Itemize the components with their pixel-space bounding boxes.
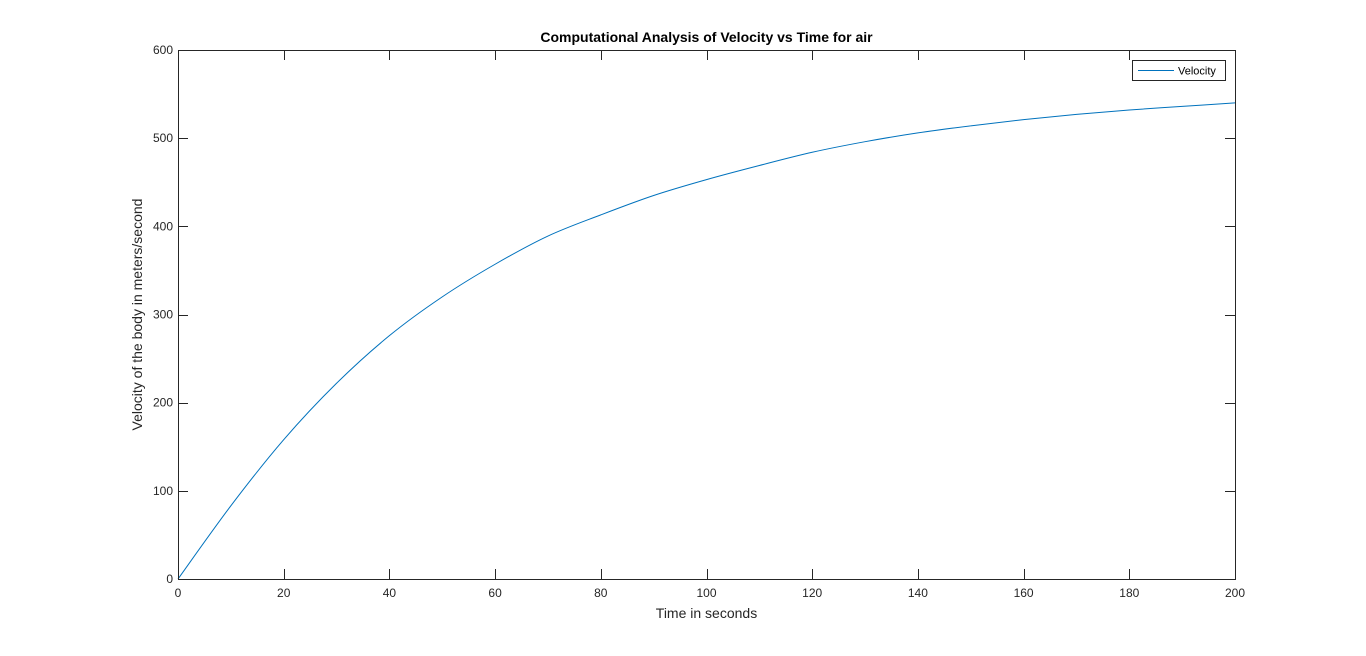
y-tick-labels: 0 100 200 300 400 500 600	[153, 43, 173, 586]
legend: Velocity	[1132, 60, 1226, 81]
axes-box	[178, 50, 1236, 580]
y-tick-label: 200	[153, 396, 173, 410]
x-tick-label: 40	[383, 586, 397, 600]
x-tick-label: 80	[594, 586, 608, 600]
x-tick-label: 60	[488, 586, 502, 600]
x-tick-label: 120	[802, 586, 822, 600]
x-tick-label: 140	[908, 586, 928, 600]
y-tick-label: 500	[153, 131, 173, 145]
velocity-series-line	[177, 102, 1236, 580]
y-tick-label: 0	[166, 572, 173, 586]
legend-label-velocity: Velocity	[1178, 66, 1216, 78]
x-tick-labels: 0 20 40 60 80 100 120 140 160 180 200	[175, 586, 1246, 600]
y-tick-label: 300	[153, 308, 173, 322]
chart-title: Computational Analysis of Velocity vs Ti…	[540, 29, 873, 45]
x-tick-label: 0	[175, 586, 182, 600]
plot-area	[178, 50, 1235, 579]
x-tick-label: 20	[277, 586, 291, 600]
x-axis-label: Time in seconds	[656, 605, 757, 621]
y-axis-label: Velocity of the body in meters/second	[129, 199, 145, 431]
y-tick-label: 400	[153, 219, 173, 233]
x-tick-label: 200	[1225, 586, 1245, 600]
y-tick-label: 100	[153, 484, 173, 498]
x-tick-label: 100	[696, 586, 716, 600]
y-tick-label: 600	[153, 43, 173, 57]
x-tick-label: 180	[1119, 586, 1139, 600]
legend-box	[1132, 60, 1226, 81]
x-tick-label: 160	[1014, 586, 1034, 600]
